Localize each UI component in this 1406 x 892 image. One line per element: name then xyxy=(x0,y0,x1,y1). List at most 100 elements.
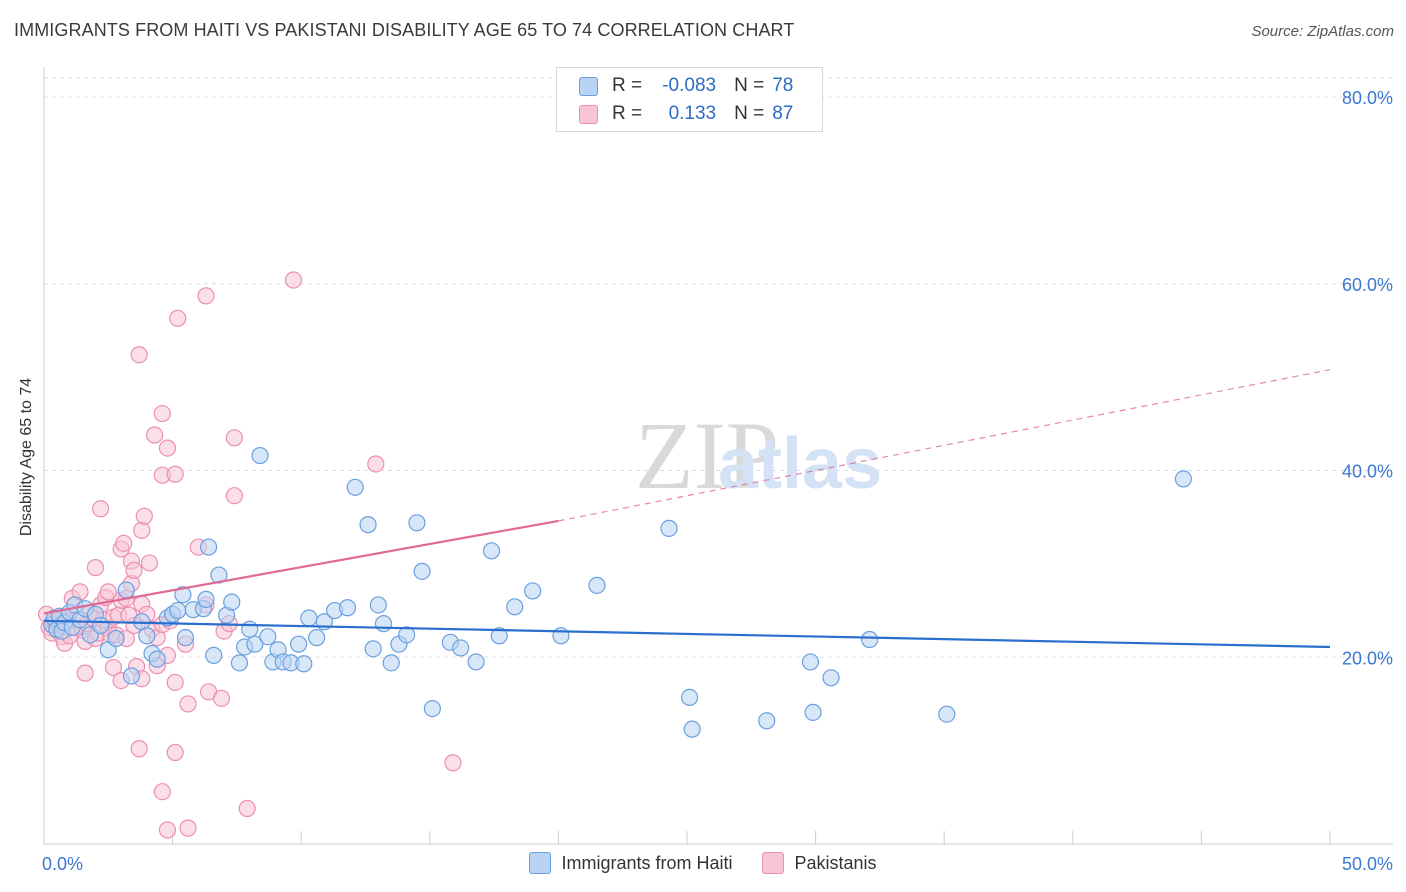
y-tick-label: 80.0% xyxy=(1342,88,1393,108)
legend-label-haiti: Immigrants from Haiti xyxy=(561,852,733,873)
haiti-point xyxy=(490,627,508,645)
pakistani-point xyxy=(225,429,243,447)
pakistani-point xyxy=(158,439,177,457)
pakistani-point xyxy=(238,799,256,818)
haiti-point xyxy=(588,576,606,594)
haiti-point xyxy=(223,593,241,611)
pakistani-point xyxy=(91,500,110,518)
legend-r-value-haiti: -0.083 xyxy=(662,75,717,96)
legend-item-haiti[interactable]: Immigrants from Haiti xyxy=(529,852,732,874)
haiti-point xyxy=(91,616,110,635)
legend-r-value-pakistanis: 0.133 xyxy=(668,103,717,124)
pakistani-point xyxy=(115,534,133,552)
haiti-point xyxy=(364,640,382,658)
haiti-point xyxy=(295,655,313,673)
haiti-point xyxy=(200,538,218,556)
haiti-point xyxy=(359,516,377,534)
legend-n-value-pakistanis: 87 xyxy=(772,103,794,124)
pakistani-point xyxy=(166,465,184,483)
x-tick-label-max: 50.0% xyxy=(1342,854,1393,874)
haiti-point xyxy=(398,626,416,644)
haiti-point xyxy=(308,629,326,647)
pakistani-point xyxy=(99,583,117,601)
pakistani-point xyxy=(130,740,148,758)
haiti-point xyxy=(241,620,259,638)
haiti-point xyxy=(169,601,187,620)
haiti-point xyxy=(413,562,431,580)
legend-swatch-haiti xyxy=(579,76,598,96)
legend-swatch-pakistanis xyxy=(762,852,785,874)
axes xyxy=(43,67,1393,845)
haiti-point xyxy=(524,582,542,600)
pakistani-point xyxy=(140,554,159,572)
pakistani-trend-line xyxy=(43,519,559,615)
pakistani-point xyxy=(166,673,184,692)
pakistani-point xyxy=(444,754,462,772)
y-tick-label: 60.0% xyxy=(1342,275,1393,295)
haiti-point xyxy=(801,653,820,671)
legend-label-pakistanis: Pakistanis xyxy=(794,852,877,873)
tick-labels: 20.0% 40.0% 60.0% 80.0% 0.0% 50.0% xyxy=(42,88,1393,874)
pakistani-point xyxy=(153,783,171,801)
legend-r-label: R = xyxy=(612,103,643,124)
haiti-point xyxy=(259,628,277,646)
series-pakistanis xyxy=(37,271,462,839)
pakistani-point xyxy=(86,559,105,577)
watermark-atlas: atlas xyxy=(718,424,882,504)
pakistani-point xyxy=(125,561,143,580)
x-tick-label-min: 0.0% xyxy=(42,854,83,874)
haiti-point xyxy=(122,667,141,685)
y-tick-label: 40.0% xyxy=(1342,462,1393,482)
haiti-point xyxy=(246,635,264,653)
haiti-point xyxy=(382,654,400,672)
gridlines xyxy=(44,77,1393,658)
legend-r-label: R = xyxy=(612,75,643,96)
pakistani-point xyxy=(179,819,197,837)
legend-swatch-haiti xyxy=(529,852,552,874)
pakistani-point xyxy=(225,487,243,505)
pakistani-point xyxy=(135,507,153,525)
haiti-point xyxy=(861,630,879,649)
haiti-point xyxy=(506,598,524,616)
pakistani-point xyxy=(133,521,151,539)
haiti-point xyxy=(423,700,441,718)
haiti-point xyxy=(374,615,393,633)
chart-title: IMMIGRANTS FROM HAITI VS PAKISTANI DISAB… xyxy=(14,20,795,40)
haiti-point xyxy=(338,599,357,617)
pakistani-point xyxy=(212,689,231,707)
haiti-point xyxy=(452,639,470,657)
legend-item-pakistanis[interactable]: Pakistanis xyxy=(762,852,877,874)
pakistani-point xyxy=(104,658,123,677)
pakistani-point xyxy=(76,664,94,682)
legend-swatch-pakistanis xyxy=(579,104,598,124)
haiti-point xyxy=(205,646,223,664)
pakistani-point xyxy=(179,695,197,713)
pakistani-point xyxy=(197,287,215,305)
haiti-point xyxy=(369,596,387,614)
haiti-point xyxy=(1174,470,1192,488)
haiti-point xyxy=(174,586,192,604)
pakistani-point xyxy=(145,426,164,444)
haiti-point xyxy=(300,609,318,627)
haiti-point xyxy=(680,688,699,707)
pakistani-point xyxy=(367,455,385,473)
haiti-point xyxy=(176,629,195,647)
legend-n-label: N = xyxy=(734,75,765,96)
trend-lines xyxy=(43,369,1331,649)
haiti-point xyxy=(197,590,215,608)
haiti-point xyxy=(290,635,308,653)
haiti-point xyxy=(822,669,840,687)
haiti-point xyxy=(148,650,166,668)
haiti-trend-line xyxy=(43,619,1331,649)
legend-n-value-haiti: 78 xyxy=(772,75,794,96)
haiti-point xyxy=(346,478,364,496)
haiti-point xyxy=(107,629,125,648)
watermark: ZIP atlas xyxy=(635,402,882,509)
pakistani-point xyxy=(130,346,148,364)
source-label: Source: ZipAtlas.com xyxy=(1251,23,1394,40)
haiti-point xyxy=(938,705,956,723)
haiti-point xyxy=(467,653,485,671)
haiti-point xyxy=(758,712,776,730)
haiti-point xyxy=(210,566,228,584)
haiti-point xyxy=(117,581,135,599)
